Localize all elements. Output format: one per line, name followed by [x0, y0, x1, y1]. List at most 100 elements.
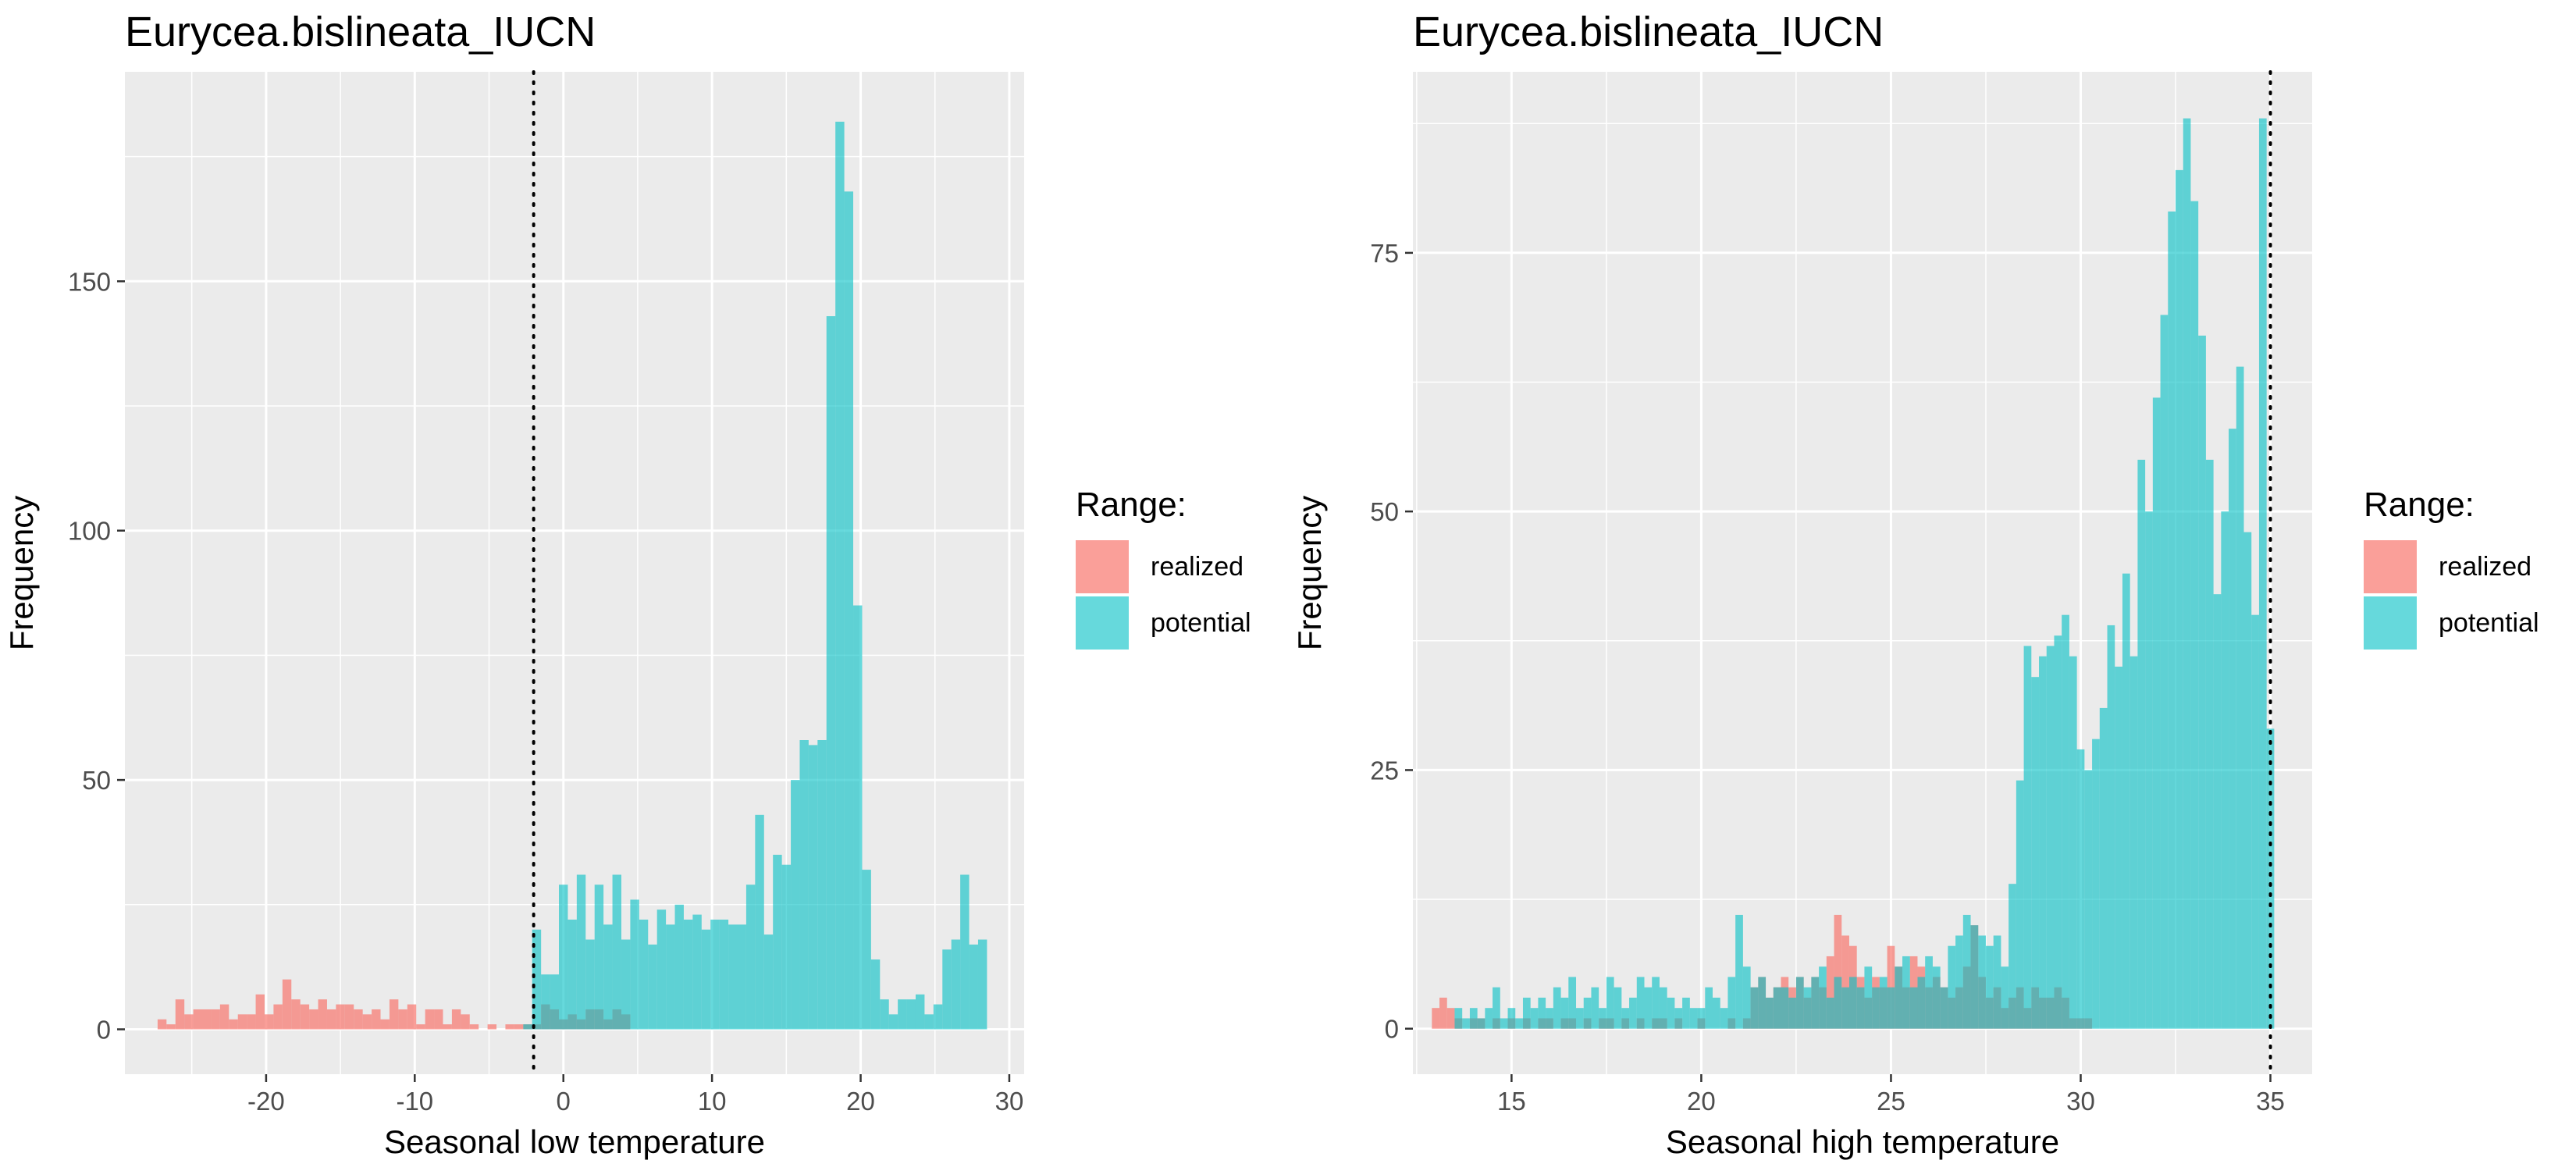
bar-potential — [1848, 977, 1857, 1029]
bar-potential — [1530, 1008, 1539, 1029]
legend-label-realized: realized — [1151, 551, 1244, 582]
bar-potential — [2046, 646, 2055, 1029]
bar-potential — [2251, 614, 2259, 1029]
bar-potential — [1773, 987, 1781, 1029]
bar-potential — [2008, 884, 2016, 1029]
bar-potential — [1493, 987, 1500, 1029]
bar-potential — [1652, 977, 1660, 1029]
bar-potential — [1826, 997, 1834, 1029]
bar-realized — [372, 1009, 381, 1030]
bar-realized — [443, 1024, 452, 1030]
bar-potential — [1993, 935, 2001, 1029]
bar-potential — [666, 924, 675, 1030]
bar-potential — [817, 740, 827, 1030]
bar-potential — [2115, 666, 2122, 1029]
bar-potential — [2031, 677, 2040, 1029]
bar-potential — [523, 1024, 532, 1030]
bar-potential — [1599, 1008, 1606, 1029]
bar-potential — [1636, 977, 1645, 1029]
bar-potential — [728, 924, 738, 1030]
bar-potential — [969, 944, 978, 1030]
bar-potential — [2221, 511, 2229, 1029]
bar-potential — [639, 919, 649, 1030]
bar-potential — [1879, 977, 1888, 1029]
bar-realized — [219, 1004, 229, 1030]
bar-potential — [1811, 977, 1820, 1029]
bar-potential — [898, 999, 907, 1030]
bar-realized — [157, 1019, 167, 1030]
bar-potential — [2205, 459, 2214, 1029]
bar-realized — [336, 1004, 345, 1030]
bar-potential — [1788, 997, 1796, 1029]
bar-realized — [425, 1009, 435, 1030]
bar-potential — [1948, 945, 1956, 1029]
bar-realized — [291, 999, 301, 1030]
bar-potential — [2107, 625, 2115, 1029]
bar-potential — [1803, 987, 1812, 1029]
legend-key-potential — [2364, 596, 2417, 650]
bar-potential — [2152, 397, 2161, 1029]
y-tick-label: 25 — [1370, 756, 1399, 785]
x-tick-label: 35 — [2256, 1087, 2285, 1116]
bar-potential — [915, 994, 925, 1030]
bar-potential — [1553, 987, 1561, 1029]
bar-potential — [942, 949, 952, 1030]
bar-potential — [2137, 459, 2146, 1029]
bar-realized — [255, 994, 265, 1030]
y-axis-label: Frequency — [1291, 496, 1328, 650]
bar-realized — [380, 1019, 390, 1030]
bar-potential — [550, 974, 560, 1030]
bar-potential — [1962, 914, 1971, 1029]
bar-potential — [1507, 1008, 1516, 1029]
bar-realized — [1439, 997, 1447, 1029]
bar-potential — [835, 121, 845, 1030]
x-tick-label: 30 — [2066, 1087, 2095, 1116]
bar-potential — [2168, 211, 2176, 1029]
bar-potential — [2023, 646, 2032, 1029]
bar-potential — [2001, 966, 2009, 1029]
bar-potential — [773, 854, 782, 1030]
bar-potential — [630, 899, 639, 1030]
bar-potential — [2069, 656, 2077, 1029]
bar-potential — [648, 944, 657, 1030]
x-tick-label: 20 — [846, 1087, 875, 1116]
bar-potential — [1469, 1008, 1478, 1029]
bar-potential — [1902, 956, 1910, 1029]
bar-potential — [1955, 935, 1963, 1029]
bar-realized — [344, 1004, 354, 1030]
bar-realized — [273, 1004, 283, 1030]
x-tick-label: 25 — [1877, 1087, 1905, 1116]
bar-potential — [1834, 977, 1842, 1029]
x-tick-label: 0 — [557, 1087, 571, 1116]
bar-potential — [1978, 935, 1986, 1029]
bar-realized — [237, 1014, 247, 1030]
bar-potential — [1713, 997, 1720, 1029]
bar-potential — [1742, 966, 1751, 1029]
chart-title-low: Eurycea.bislineata_IUCN — [125, 9, 596, 55]
legend-item-realized: realized — [2364, 539, 2567, 595]
chart-title-high: Eurycea.bislineata_IUCN — [1413, 9, 1884, 55]
y-tick-label: 50 — [82, 766, 111, 795]
bar-potential — [1644, 987, 1653, 1029]
bar-potential — [1614, 987, 1622, 1029]
bar-potential — [1864, 966, 1873, 1029]
bar-potential — [763, 934, 774, 1030]
bar-potential — [692, 914, 702, 1030]
x-tick-label: -10 — [396, 1087, 433, 1116]
chart-panel-high: 15 20 25 30 35 0 25 50 75 Seasonal high temperatu… — [1288, 0, 2576, 1171]
x-axis-label: Seasonal high temperature — [1666, 1123, 2059, 1160]
x-tick-label: 15 — [1497, 1087, 1526, 1116]
bar-potential — [1895, 966, 1903, 1029]
bar-potential — [1932, 966, 1941, 1029]
bar-potential — [1629, 997, 1637, 1029]
bar-potential — [2229, 429, 2236, 1029]
bar-potential — [1940, 987, 1948, 1029]
bar-potential — [559, 884, 568, 1030]
bar-potential — [1909, 987, 1918, 1029]
bar-potential — [737, 924, 746, 1030]
legend-key-potential — [1076, 596, 1129, 650]
legend-item-potential: potential — [2364, 595, 2567, 651]
bar-realized — [175, 999, 185, 1030]
bar-potential — [1462, 1018, 1470, 1029]
bar-realized — [1826, 956, 1834, 1029]
